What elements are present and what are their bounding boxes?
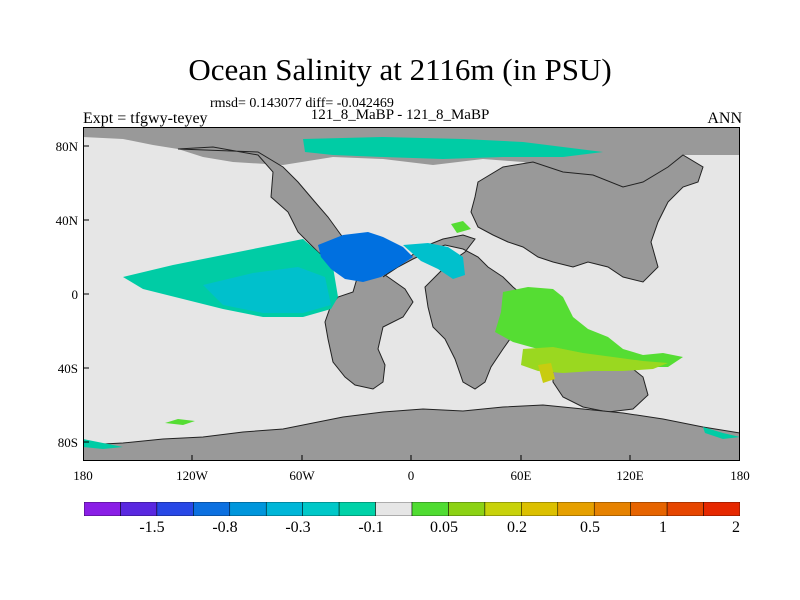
colorbar-swatch: [411, 502, 449, 516]
colorbar-swatch: [229, 502, 267, 516]
colorbar-label: -0.3: [285, 519, 311, 536]
arctic-negative-band: [303, 137, 603, 159]
colorbar-swatch: [666, 502, 704, 516]
lon-label-0: 0: [407, 468, 415, 483]
pacific-negative-core: [203, 267, 331, 313]
colorbar-swatch: [84, 502, 121, 516]
plot-subtitle: 121_8_MaBP - 121_8_MaBP: [310, 107, 490, 123]
southern-positive-spot: [165, 419, 195, 425]
colorbar-label: 0.2: [507, 519, 527, 536]
colorbar-label: -1.5: [139, 519, 165, 536]
lon-label-120w: 120W: [176, 468, 208, 483]
experiment-label: Expt = tfgwy-teyey: [83, 110, 208, 127]
colorbar-label: -0.8: [212, 519, 238, 536]
lat-label-80n: 80N: [55, 139, 78, 154]
colorbar-label: 0.5: [580, 519, 600, 536]
stats-label: rmsd= 0.143077 diff= -0.042469: [210, 96, 394, 111]
africa-europe-land: [382, 234, 539, 390]
americas-land: [177, 146, 414, 390]
positive-peak: [538, 363, 555, 383]
colorbar-label: 0.05: [430, 519, 458, 536]
colorbar-swatch: [557, 502, 595, 516]
colorbar-swatch: [338, 502, 376, 516]
colorbar: [84, 502, 740, 516]
colorbar-swatch: [375, 502, 413, 516]
plot-title: Ocean Salinity at 2116m (in PSU): [188, 52, 612, 87]
colorbar-swatch: [593, 502, 631, 516]
colorbar-swatch: [120, 502, 158, 516]
atlantic-strong-negative: [318, 232, 413, 282]
lon-label-180w: 180: [73, 468, 93, 483]
indian-positive-anomaly: [495, 287, 683, 367]
lon-label-60w: 60W: [289, 468, 315, 483]
colorbar-swatch: [484, 502, 522, 516]
lat-label-40n: 40N: [55, 213, 78, 228]
lat-label-0: 0: [71, 287, 79, 302]
lon-label-120e: 120E: [616, 468, 644, 483]
colorbar-label: 1: [659, 519, 667, 536]
southern-negative-edge: [83, 439, 123, 449]
lat-label-40s: 40S: [57, 361, 78, 376]
colorbar-label: -0.1: [358, 519, 384, 536]
salinity-map: [83, 127, 740, 461]
colorbar-label: 2: [732, 519, 740, 536]
mediterranean-positive-spot: [451, 221, 471, 233]
colorbar-swatch: [302, 502, 340, 516]
lon-label-180e: 180: [730, 468, 750, 483]
colorbar-swatch: [265, 502, 303, 516]
lon-label-60e: 60E: [510, 468, 532, 483]
colorbar-swatch: [521, 502, 559, 516]
indian-positive-core: [521, 347, 668, 373]
colorbar-swatch: [448, 502, 486, 516]
atlantic-negative-fringe: [403, 243, 465, 279]
colorbar-swatch: [630, 502, 668, 516]
asia-land: [470, 154, 704, 283]
antarctica-land: [83, 404, 740, 461]
colorbar-swatch: [156, 502, 194, 516]
axis-ticks: [83, 145, 631, 461]
colorbar-swatch: [193, 502, 231, 516]
east-negative-edge: [703, 427, 740, 439]
colorbar-swatch: [703, 502, 740, 516]
season-label: ANN: [707, 110, 742, 127]
lat-label-80s: 80S: [57, 435, 78, 450]
